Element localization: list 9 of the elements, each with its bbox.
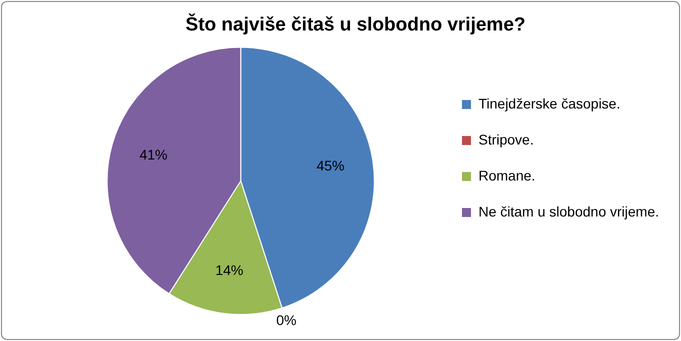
legend-label: Ne čitam u slobodno vrijeme. bbox=[478, 203, 660, 220]
legend-label: Tinejdžerske časopise. bbox=[478, 95, 620, 112]
chart-title: Što najviše čitaš u slobodno vrijeme? bbox=[186, 12, 526, 36]
legend-label: Romane. bbox=[478, 167, 536, 184]
data-label: 45% bbox=[316, 158, 344, 174]
text: 0% bbox=[276, 312, 296, 328]
legend-label: Stripove. bbox=[478, 131, 534, 148]
data-label: 41% bbox=[139, 146, 168, 162]
data-label: 14% bbox=[215, 262, 244, 278]
